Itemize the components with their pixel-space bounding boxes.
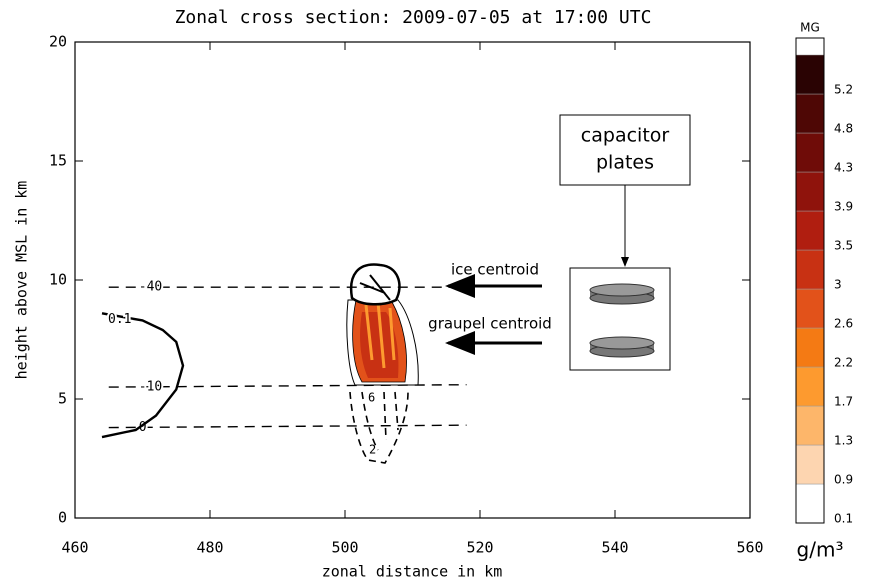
contour-label: 2 [369, 443, 376, 457]
colorbar-tick-label: 2.6 [834, 317, 853, 331]
figure: Zonal cross section: 2009-07-05 at 17:00… [0, 0, 877, 584]
colorbar-swatch [796, 406, 824, 445]
annotation: ice centroid [451, 261, 539, 279]
x-tick-label: 540 [601, 539, 628, 557]
y-tick-label: 20 [49, 33, 67, 51]
colorbar-label: MG [800, 21, 820, 35]
colorbar: 0.1 0.9 1.3 1.7 2.2 2.6 3 3.5 3.9 4.3 4.8 5.2 MG g/m³ [796, 21, 853, 562]
y-tick-label: 0 [58, 509, 67, 527]
x-tick-label: 560 [736, 539, 763, 557]
annotation: graupel centroid [428, 315, 552, 333]
contour-label: 0.1 [108, 312, 131, 327]
plate [590, 284, 654, 304]
colorbar-swatch [796, 367, 824, 406]
contour-line [102, 313, 183, 437]
colorbar-tick-label: 4.8 [834, 122, 853, 136]
contour-label: -40 [139, 280, 162, 295]
colorbar-tick-label: 1.3 [834, 434, 853, 448]
colorbar-tick-label: 3.9 [834, 200, 853, 214]
contour-label: 6 [368, 391, 375, 405]
colorbar-tick-label: 0.9 [834, 473, 853, 487]
colorbar-swatch [796, 94, 824, 133]
y-tick-label: 10 [49, 271, 67, 289]
colorbar-tick-label: 3 [834, 278, 842, 292]
y-tick-label: 5 [58, 390, 67, 408]
plate [590, 337, 654, 357]
x-tick-label: 520 [466, 539, 493, 557]
annotation: plates [596, 152, 654, 174]
colorbar-unit: g/m³ [797, 538, 844, 562]
contour-label: -10 [139, 380, 162, 395]
colorbar-tick-label: 2.2 [834, 356, 853, 370]
colorbar-tick-label: 5.2 [834, 83, 853, 97]
colorbar-tick-label: 1.7 [834, 395, 853, 409]
colorbar-swatch [796, 289, 824, 328]
colorbar-swatch [796, 328, 824, 367]
x-tick-label: 500 [331, 539, 358, 557]
colorbar-tick-label: 3.5 [834, 239, 853, 253]
x-tick-label: 460 [61, 539, 88, 557]
x-axis-label: zonal distance in km [322, 563, 503, 581]
colorbar-swatch [796, 55, 824, 94]
colorbar-swatch [796, 211, 824, 250]
graupel-blob: 6 2 [347, 265, 418, 463]
colorbar-swatch [796, 445, 824, 484]
colorbar-swatch [796, 172, 824, 211]
colorbar-tick-label: 4.3 [834, 161, 853, 175]
annotation: capacitor [581, 125, 670, 147]
x-tick-label: 480 [196, 539, 223, 557]
colorbar-swatch [796, 250, 824, 289]
colorbar-tick-label: 0.1 [834, 512, 853, 526]
contour-line [109, 425, 467, 427]
colorbar-swatch [796, 133, 824, 172]
y-tick-label: 15 [49, 152, 67, 170]
colorbar-swatch [796, 484, 824, 523]
chart-title: Zonal cross section: 2009-07-05 at 17:00… [175, 7, 652, 28]
y-axis-label: height above MSL in km [13, 181, 31, 380]
